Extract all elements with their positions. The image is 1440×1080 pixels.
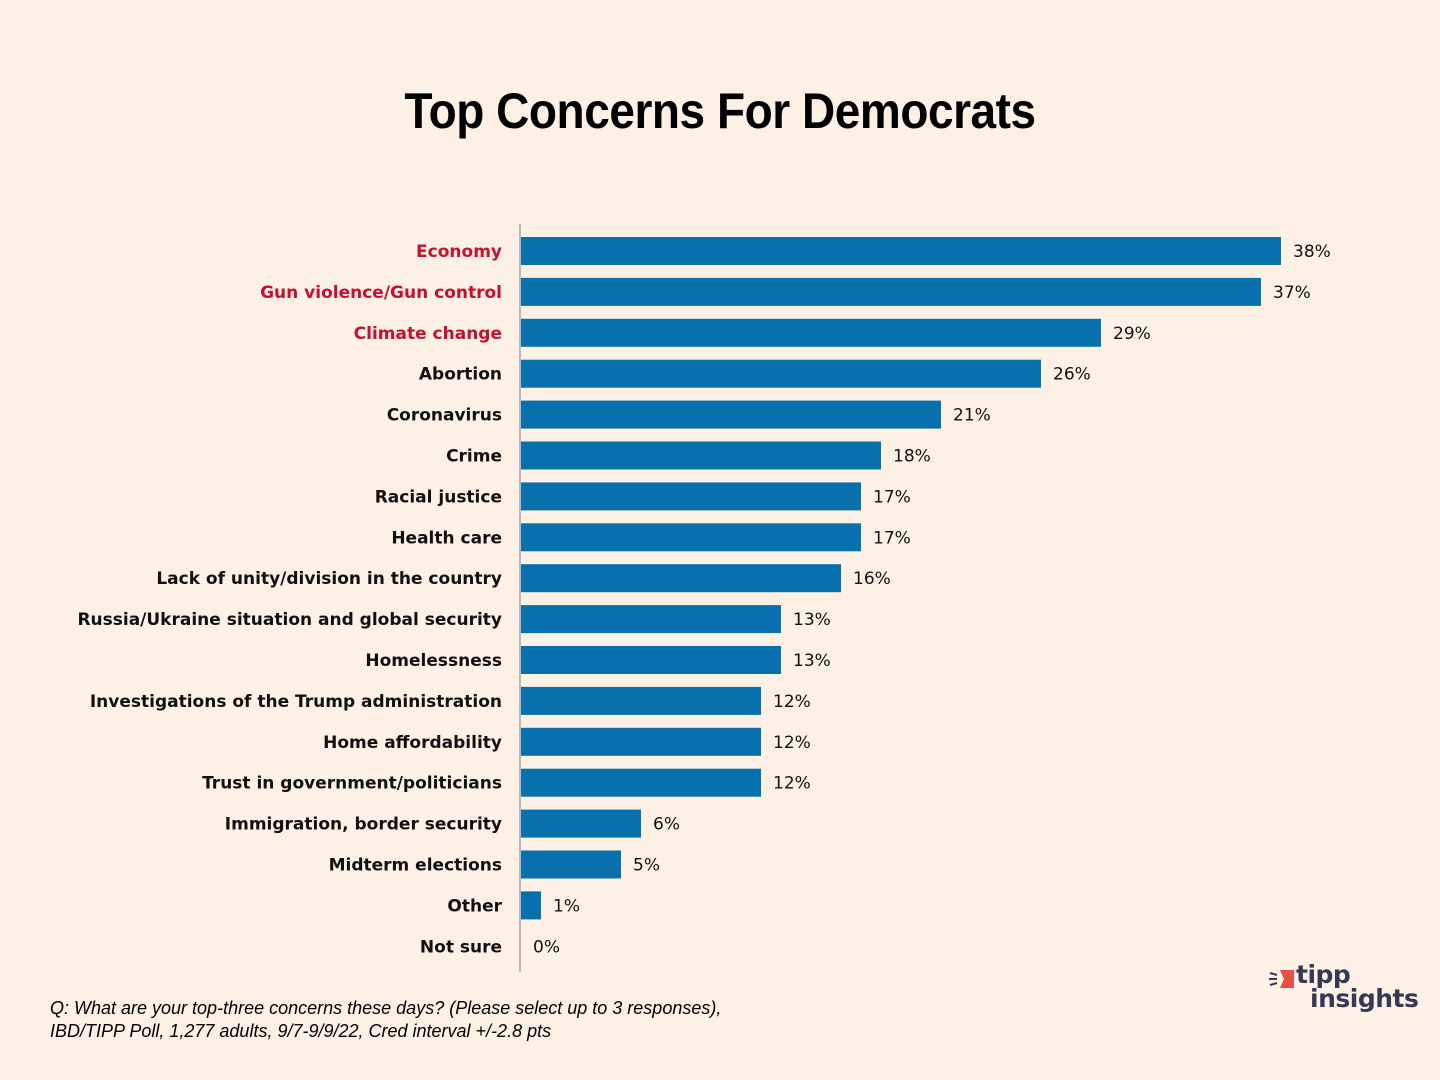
bar (521, 605, 781, 634)
bar (521, 686, 761, 715)
value-label: 18% (893, 447, 931, 467)
bar (521, 237, 1281, 265)
bar (521, 564, 841, 593)
bar (521, 400, 941, 429)
value-label: 29% (1113, 324, 1151, 344)
category-label: Economy (416, 242, 502, 262)
footnote-source: IBD/TIPP Poll, 1,277 adults, 9/7-9/9/22,… (50, 1021, 552, 1041)
value-label: 13% (793, 651, 831, 671)
bar (521, 318, 1101, 347)
value-label: 38% (1293, 242, 1331, 262)
bar (521, 277, 1261, 306)
value-label: 21% (953, 406, 991, 426)
category-label: Investigations of the Trump administrati… (90, 692, 502, 712)
bar (521, 850, 621, 879)
category-label: Midterm elections (329, 856, 502, 876)
value-label: 13% (793, 610, 831, 630)
footnote: Q: What are your top-three concerns thes… (50, 997, 721, 1043)
logo-text-insights: insights (1310, 984, 1419, 1013)
value-label: 12% (773, 733, 811, 753)
value-label: 26% (1053, 365, 1091, 385)
tipp-insights-logo: tipp insights (1268, 960, 1428, 1019)
value-label: 16% (853, 569, 891, 589)
category-label: Abortion (419, 365, 502, 385)
value-label: 17% (873, 487, 911, 507)
bar (521, 891, 541, 920)
footnote-question: Q: What are your top-three concerns thes… (50, 998, 722, 1018)
category-label: Lack of unity/division in the country (156, 569, 502, 589)
category-label: Racial justice (375, 487, 502, 507)
category-label: Russia/Ukraine situation and global secu… (77, 610, 502, 630)
value-label: 1% (553, 896, 580, 916)
category-label: Coronavirus (387, 406, 502, 426)
category-label: Other (447, 896, 502, 916)
bar (521, 727, 761, 756)
category-label: Health care (391, 528, 502, 548)
category-label: Climate change (354, 324, 502, 344)
value-labels: 38% 37% 29% 26% 21% 18% 17% 17% 16% 13% 13% 12% 12% 1… (533, 242, 1331, 957)
logo-flag-icon (1269, 970, 1294, 988)
category-label: Gun violence/Gun control (260, 283, 502, 303)
value-label: 37% (1273, 283, 1311, 303)
bar (521, 359, 1041, 388)
category-label: Immigration, border security (225, 815, 502, 835)
chart-title: Top Concerns For Democrats (404, 83, 1036, 139)
category-label: Homelessness (365, 651, 502, 671)
value-label: 12% (773, 692, 811, 712)
value-label: 5% (633, 856, 660, 876)
category-labels: Economy Gun violence/Gun control Climate c… (77, 242, 502, 957)
category-label: Home affordability (323, 733, 502, 753)
bar (521, 809, 641, 838)
bar (521, 646, 781, 674)
bar (521, 482, 861, 511)
bar (521, 768, 761, 797)
category-label: Trust in government/politicians (202, 774, 502, 794)
value-label: 17% (873, 528, 911, 548)
value-label: 6% (653, 815, 680, 835)
category-label: Not sure (420, 937, 502, 957)
value-label: 12% (773, 774, 811, 794)
value-label: 0% (533, 937, 560, 957)
bar (521, 441, 881, 470)
logo-text-tipp: tipp (1296, 960, 1351, 989)
bar (521, 523, 861, 552)
category-label: Crime (446, 447, 502, 467)
bars-group (521, 237, 1281, 920)
